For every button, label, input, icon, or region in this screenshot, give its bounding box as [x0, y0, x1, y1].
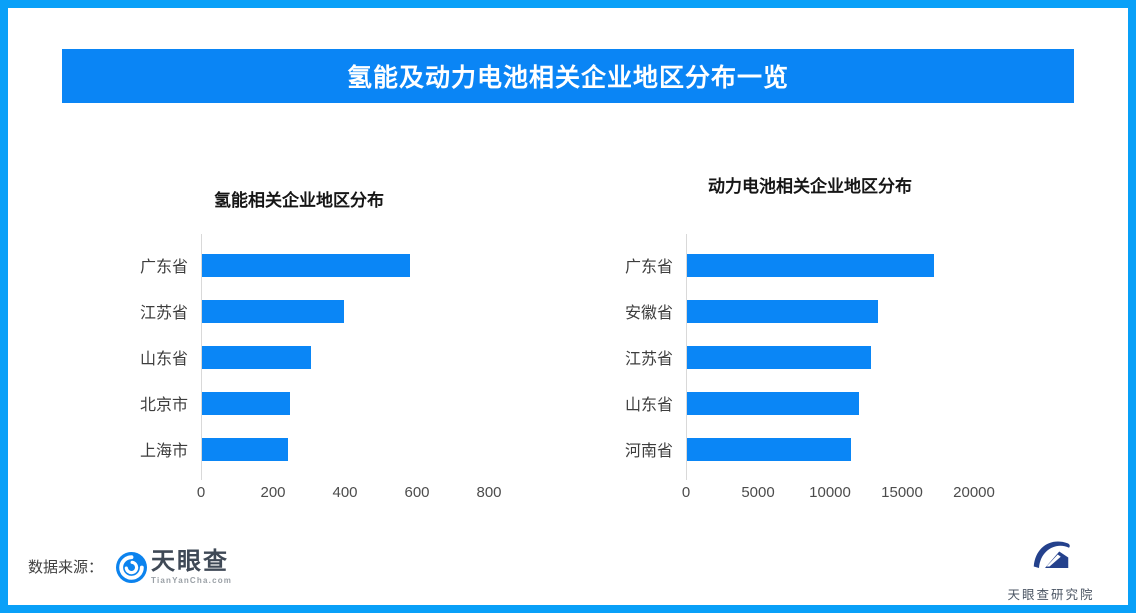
data-source-label: 数据来源：	[28, 559, 104, 576]
bar-row	[202, 242, 489, 288]
x-axis-tick-label: 400	[332, 484, 358, 501]
battery-plot-area: 广东省安徽省江苏省山东省河南省 0 5000 10000 15000 20000	[593, 234, 995, 501]
bar-row	[687, 426, 974, 472]
hydrogen-chart-title: 氢能相关企业地区分布	[214, 191, 384, 210]
x-axis-tick-label: 0	[196, 484, 206, 501]
category-label: 安徽省	[624, 305, 673, 322]
category-label: 山东省	[624, 397, 673, 414]
page-title: 氢能及动力电池相关企业地区分布一览	[346, 64, 789, 92]
bar-row	[202, 334, 489, 380]
bar-row	[202, 426, 489, 472]
banner: 氢能及动力电池相关企业地区分布一览	[62, 49, 1074, 103]
bar-rows	[687, 242, 974, 472]
category-labels: 广东省安徽省江苏省山东省河南省	[593, 242, 673, 472]
x-axis-tick-label: 200	[260, 484, 286, 501]
y-axis-line	[686, 234, 687, 480]
tianyancha-logo: 天眼查 TianYanCha.com	[116, 548, 233, 586]
x-axis-tick-label: 10000	[809, 484, 851, 501]
category-label: 江苏省	[624, 351, 673, 368]
battery-chart-title: 动力电池相关企业地区分布	[708, 177, 912, 196]
x-axis-tick-label: 20000	[953, 484, 995, 501]
y-axis-line	[201, 234, 202, 480]
x-axis-tick-label: 800	[476, 484, 502, 501]
bar	[687, 345, 871, 369]
bar-row	[202, 288, 489, 334]
bar	[202, 253, 411, 277]
category-label: 广东省	[624, 259, 673, 276]
bar	[687, 391, 860, 415]
x-axis-tick-label: 0	[681, 484, 691, 501]
bar	[687, 437, 851, 461]
category-label: 山东省	[139, 351, 188, 368]
category-label: 江苏省	[139, 305, 188, 322]
bar-row	[687, 242, 974, 288]
bar-row	[687, 334, 974, 380]
bar	[202, 391, 290, 415]
bar	[687, 253, 934, 277]
bar	[687, 299, 878, 323]
category-label: 广东省	[139, 259, 188, 276]
hydrogen-plot-area: 广东省江苏省山东省北京市上海市 0 200 400 600 800	[108, 234, 502, 501]
x-axis-tick-label: 15000	[881, 484, 923, 501]
bar	[202, 345, 312, 369]
bar-row	[687, 288, 974, 334]
x-axis-ticks: 0 5000 10000 15000 20000	[682, 484, 995, 504]
category-label: 上海市	[139, 443, 188, 460]
tianyancha-name: 天眼查	[151, 548, 229, 575]
battery-chart: 动力电池相关企业地区分布 广东省安徽省江苏省山东省河南省 0 5000 10000 1…	[593, 177, 995, 532]
tianyancha-domain: TianYanCha.com	[151, 576, 233, 586]
category-labels: 广东省江苏省山东省北京市上海市	[108, 242, 188, 472]
tianyancha-logo-icon	[116, 552, 147, 583]
research-institute-logo: 天眼查研究院	[996, 535, 1106, 603]
research-institute-name: 天眼查研究院	[1007, 588, 1095, 602]
bar	[202, 437, 289, 461]
bar-row	[687, 380, 974, 426]
category-label: 北京市	[139, 397, 188, 414]
bar-rows	[202, 242, 489, 472]
hydrogen-chart: 氢能相关企业地区分布 广东省江苏省山东省北京市上海市 0 200 400 600 800	[108, 191, 502, 532]
x-axis-ticks: 0 200 400 600 800	[197, 484, 502, 504]
bar-row	[202, 380, 489, 426]
x-axis-tick-label: 5000	[741, 484, 775, 501]
x-axis-tick-label: 600	[404, 484, 430, 501]
tianyancha-logo-text: 天眼查 TianYanCha.com	[151, 548, 233, 586]
bar	[202, 299, 344, 323]
research-institute-logo-icon	[1033, 541, 1070, 568]
category-label: 河南省	[624, 443, 673, 460]
